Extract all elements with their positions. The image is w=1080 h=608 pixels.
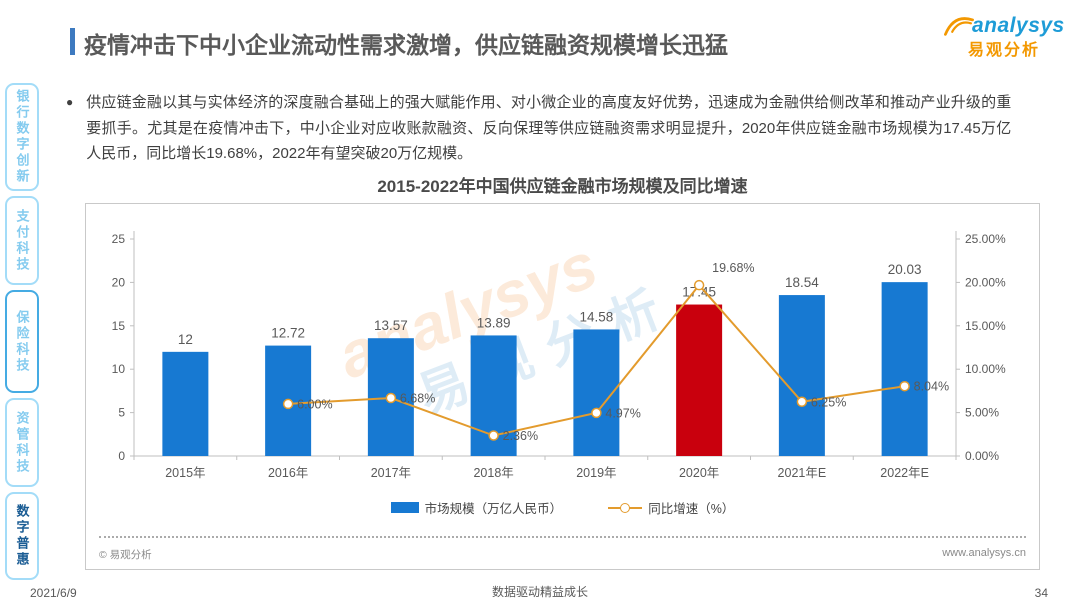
svg-text:4.97%: 4.97% xyxy=(605,406,640,420)
growth-point-2017年 xyxy=(385,392,397,404)
svg-text:15.00%: 15.00% xyxy=(965,319,1006,333)
svg-text:2021年E: 2021年E xyxy=(778,466,827,480)
svg-text:0: 0 xyxy=(118,449,125,463)
svg-text:20.00%: 20.00% xyxy=(965,275,1006,289)
svg-text:2.36%: 2.36% xyxy=(503,429,538,443)
sidebar-tab-bank-digital[interactable]: 银行数字创新 xyxy=(5,83,39,191)
copyright-text: © 易观分析 xyxy=(99,549,152,561)
footer-date: 2021/6/9 xyxy=(30,586,77,600)
growth-point-2020年 xyxy=(693,279,705,291)
logo-cn-text: 易观分析 xyxy=(968,42,1041,59)
svg-text:18.54: 18.54 xyxy=(785,275,819,290)
legend-item-market-size: 市场规模（万亿人民币） xyxy=(390,498,563,517)
summary-block: ● 供应链金融以其与实体经济的深度融合基础上的强大赋能作用、对小微企业的高度友好… xyxy=(66,90,1016,167)
market-size-growth-chart: 0 0.00% 5 5.00% 10 10.00% 15 15.00% 20 20.00% 25 25… xyxy=(112,231,1006,480)
website-text: www.analysys.cn xyxy=(942,547,1026,559)
svg-text:12.72: 12.72 xyxy=(271,326,305,341)
footer-page-number: 34 xyxy=(1034,586,1048,600)
bar-2015年 xyxy=(162,351,209,456)
legend-item-growth-rate: 同比增速（%） xyxy=(608,498,734,517)
svg-text:2020年: 2020年 xyxy=(679,466,719,480)
chart-title: 2015-2022年中国供应链金融市场规模及同比增速 xyxy=(377,177,748,196)
svg-text:14.58: 14.58 xyxy=(579,309,613,324)
page-title: 疫情冲击下中小企业流动性需求激增，供应链融资规模增长迅猛 xyxy=(84,32,728,58)
svg-text:12: 12 xyxy=(178,332,193,347)
svg-text:19.68%: 19.68% xyxy=(712,261,754,275)
growth-point-2018年 xyxy=(488,430,499,441)
svg-text:5: 5 xyxy=(118,406,125,420)
svg-text:2015年: 2015年 xyxy=(165,466,205,480)
svg-text:2022年E: 2022年E xyxy=(880,466,929,480)
sidebar-tab-digital-inclusion[interactable]: 数字普惠 xyxy=(5,492,39,580)
bar-series-swatch xyxy=(390,502,419,513)
svg-text:6.00%: 6.00% xyxy=(297,397,332,411)
bar-2021年E xyxy=(778,295,825,456)
svg-text:10: 10 xyxy=(112,362,126,376)
chart-card-footer: © 易观分析 www.analysys.cn xyxy=(99,536,1026,562)
svg-text:5.00%: 5.00% xyxy=(965,406,999,420)
legend-label-growth-rate: 同比增速（%） xyxy=(648,502,735,516)
footer-tagline: 数据驱动精益成长 xyxy=(491,585,588,599)
sidebar-tab-insurance-tech[interactable]: 保险科技 xyxy=(5,290,39,393)
svg-text:13.57: 13.57 xyxy=(374,318,408,333)
svg-text:10.00%: 10.00% xyxy=(965,362,1006,376)
logo-swoosh-icon xyxy=(944,17,974,36)
svg-text:25: 25 xyxy=(112,232,126,246)
svg-text:20: 20 xyxy=(112,275,126,289)
logo-brand-text: analysys xyxy=(972,14,1065,37)
svg-text:2016年: 2016年 xyxy=(268,466,308,480)
bar-2020年 xyxy=(676,304,723,456)
svg-text:6.25%: 6.25% xyxy=(811,395,846,409)
svg-text:2019年: 2019年 xyxy=(576,466,616,480)
summary-paragraph: 供应链金融以其与实体经济的深度融合基础上的强大赋能作用、对小微企业的高度友好优势… xyxy=(86,94,1012,162)
line-series-swatch xyxy=(608,502,643,513)
svg-text:2018年: 2018年 xyxy=(473,466,513,480)
svg-text:25.00%: 25.00% xyxy=(965,232,1006,246)
bullet-icon: ● xyxy=(66,95,74,109)
svg-text:0.00%: 0.00% xyxy=(965,449,999,463)
svg-text:20.03: 20.03 xyxy=(888,262,922,277)
legend-label-market-size: 市场规模（万亿人民币） xyxy=(424,502,563,516)
growth-point-2021年E xyxy=(796,396,808,407)
svg-text:2017年: 2017年 xyxy=(371,466,411,480)
title-accent-bar xyxy=(70,28,75,55)
svg-text:13.89: 13.89 xyxy=(477,315,511,330)
sidebar-tab-payment-tech[interactable]: 支付科技 xyxy=(5,196,39,285)
growth-point-2019年 xyxy=(591,407,602,419)
sidebar-tab-asset-mgmt-tech[interactable]: 资管科技 xyxy=(5,398,39,487)
svg-text:8.04%: 8.04% xyxy=(914,380,949,394)
growth-point-2022年E xyxy=(899,380,910,392)
chart-legend: 市场规模（万亿人民币） 同比增速（%） xyxy=(86,498,1039,517)
svg-text:15: 15 xyxy=(112,319,126,333)
chart-card: analysys 易观分析 0 0.00% 5 5.00% 10 10.00% 15 15.0… xyxy=(85,203,1040,570)
growth-point-2016年 xyxy=(282,398,294,410)
svg-text:6.68%: 6.68% xyxy=(400,392,435,406)
bar-2022年E xyxy=(881,282,928,456)
analysys-logo: analysys 易观分析 xyxy=(942,12,1072,60)
